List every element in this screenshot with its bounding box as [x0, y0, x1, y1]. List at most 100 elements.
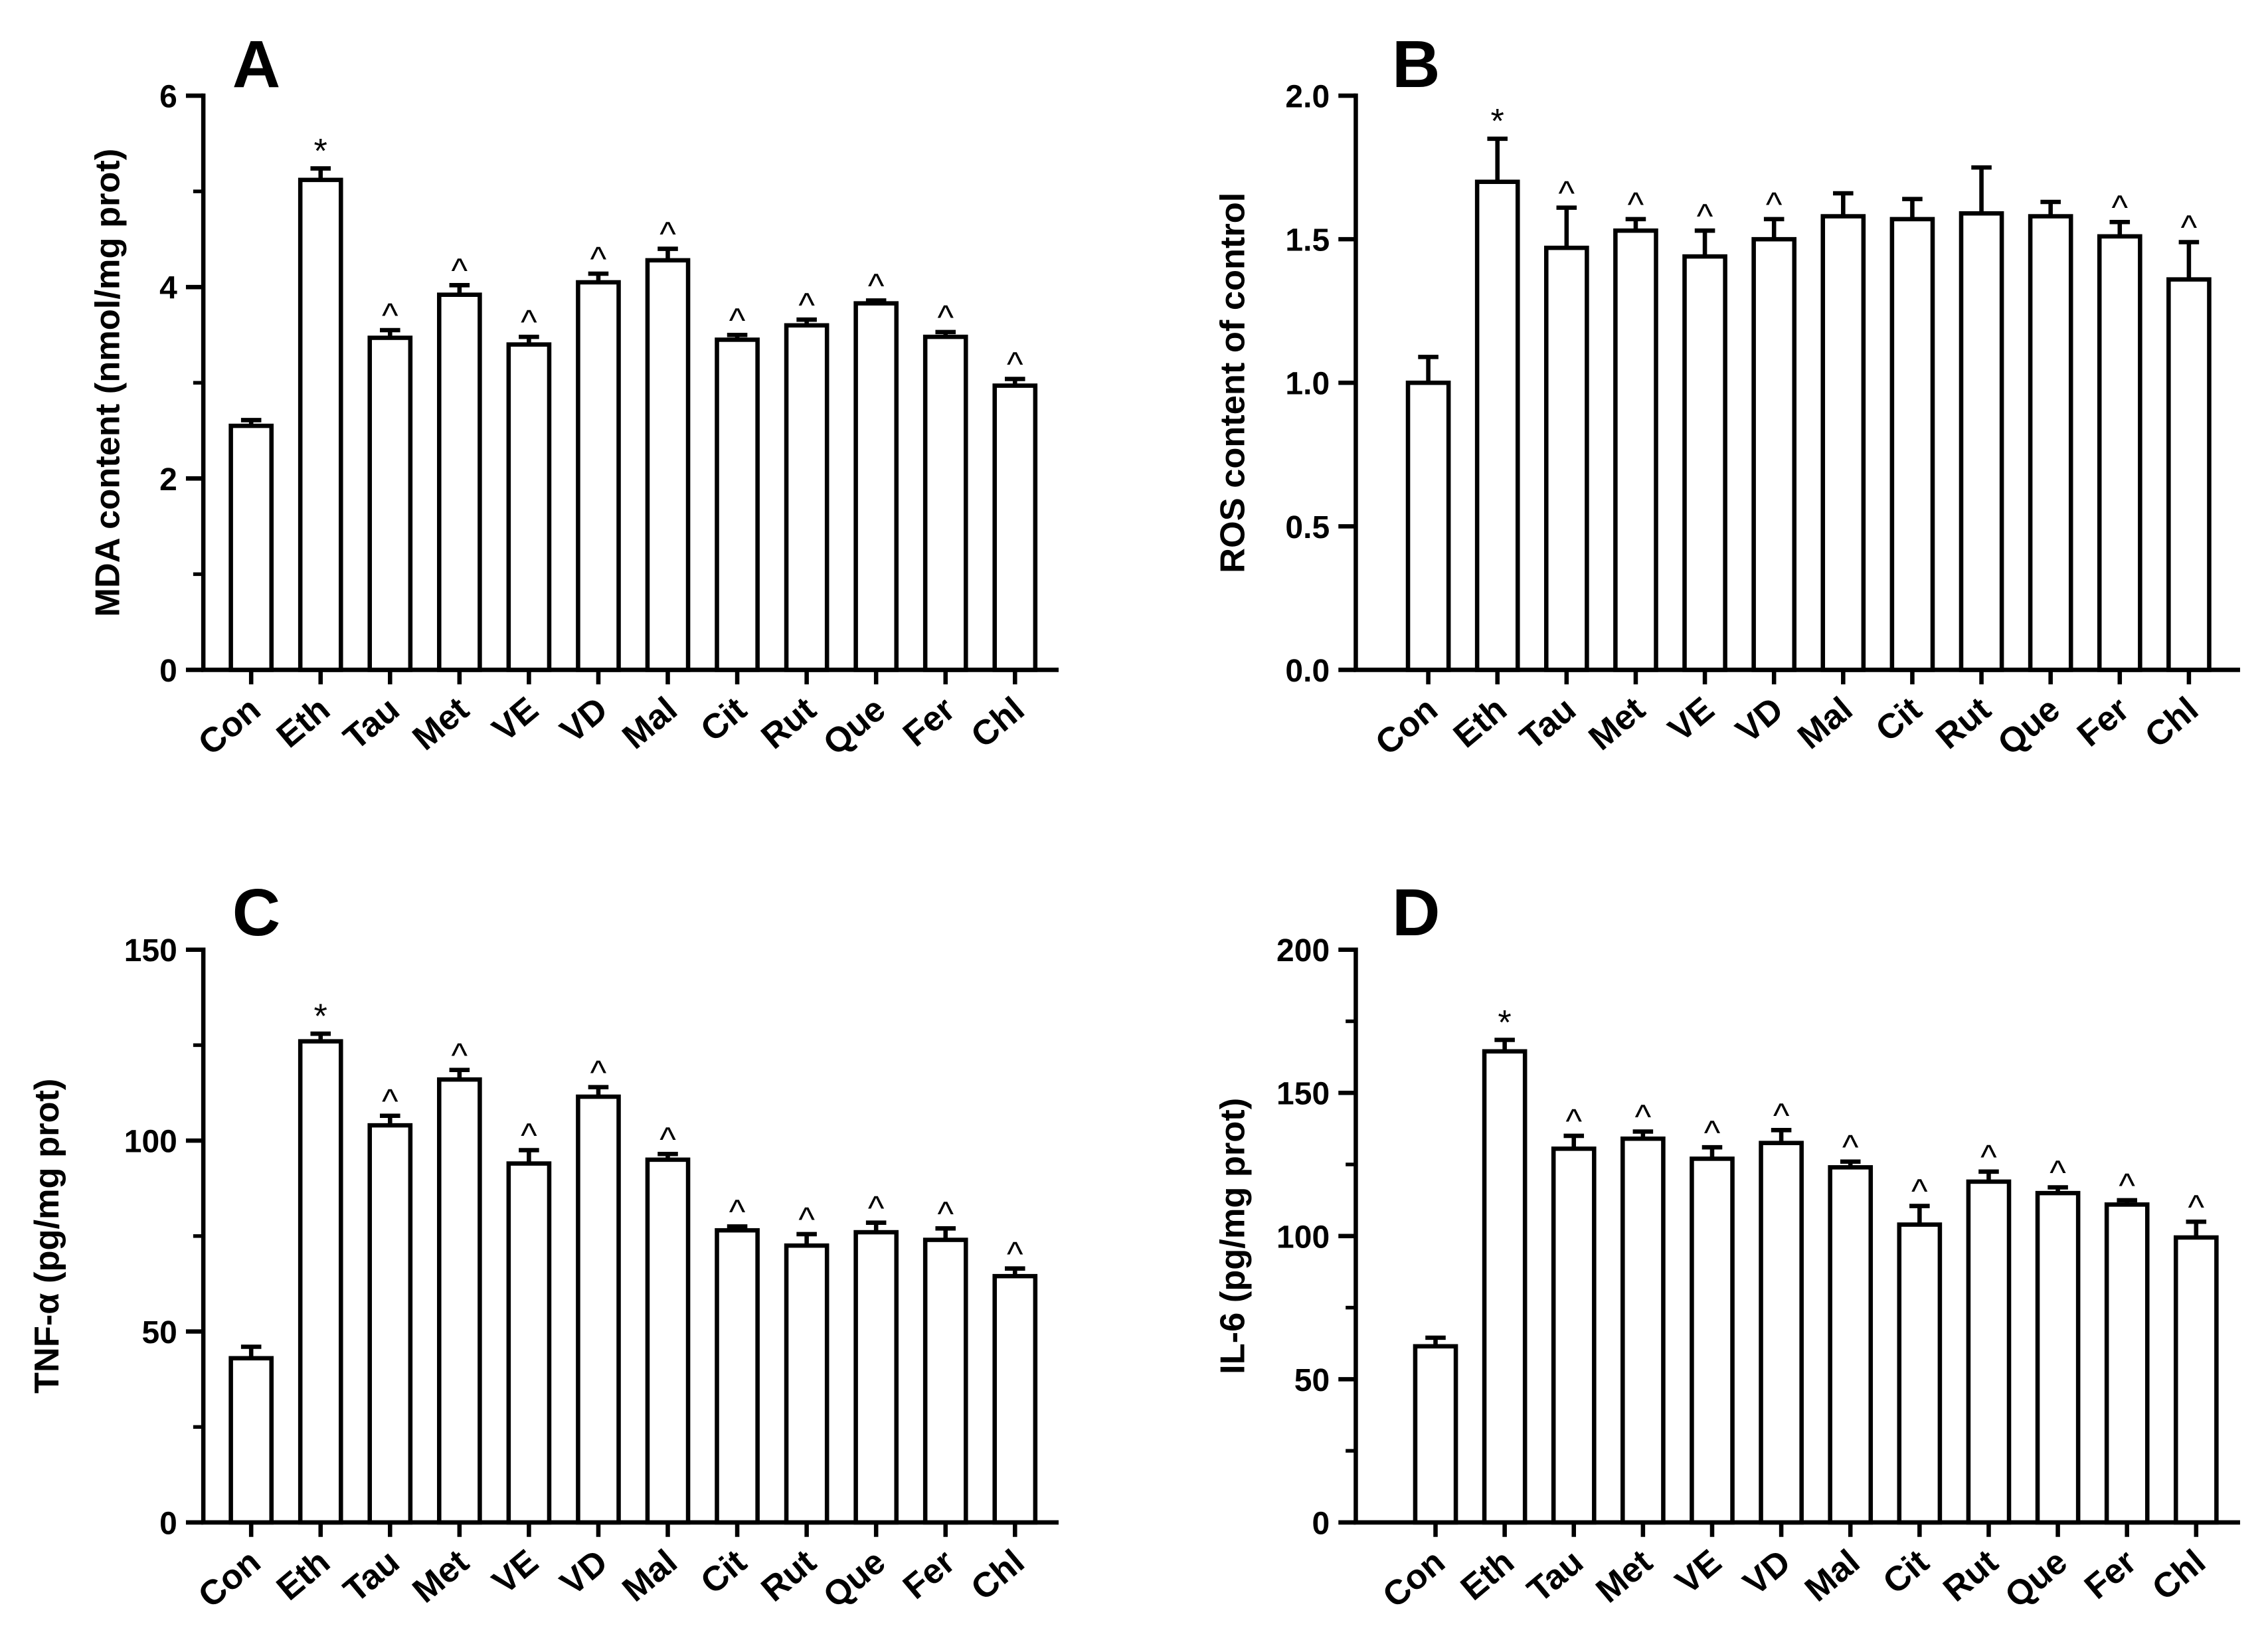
y-tick-label: 4 — [159, 271, 177, 306]
x-tick-label: Fer — [2077, 1542, 2144, 1607]
x-tick-label: Chl — [964, 1542, 1032, 1608]
significance-mark: ^ — [2111, 189, 2128, 227]
bar — [1413, 1344, 1458, 1525]
y-tick-label: 100 — [124, 1125, 177, 1160]
x-tick-label: Chl — [2138, 690, 2206, 756]
x-tick-label: Mal — [1790, 690, 1860, 757]
y-tick-label: 50 — [141, 1315, 177, 1350]
x-tick-label: Con — [191, 690, 268, 763]
bar — [2028, 214, 2073, 672]
significance-mark: ^ — [1766, 186, 1783, 225]
x-tick-label: VD — [1729, 690, 1790, 751]
significance-mark: ^ — [452, 1036, 468, 1075]
bar — [922, 334, 968, 672]
x-tick-label: Rut — [1937, 1542, 2006, 1609]
y-tick-label: 2.0 — [1285, 80, 1330, 115]
bar — [1897, 1222, 1943, 1525]
significance-mark: ^ — [1007, 345, 1023, 384]
x-tick-label: Que — [1998, 1542, 2074, 1615]
significance-mark: ^ — [729, 1193, 746, 1232]
bar — [1690, 1156, 1735, 1525]
y-axis-label: TNF-α (pg/mg prot) — [28, 1079, 66, 1394]
bar — [506, 342, 552, 672]
x-tick-label: VD — [1736, 1542, 1798, 1603]
bar — [1544, 245, 1589, 672]
significance-mark: ^ — [1635, 1098, 1652, 1137]
bar — [576, 280, 621, 672]
x-tick-label: Con — [1369, 690, 1445, 763]
bar — [853, 301, 899, 672]
significance-mark: ^ — [590, 240, 607, 279]
bar — [1613, 228, 1658, 672]
significance-mark: ^ — [868, 1189, 885, 1228]
x-tick-label: Mal — [1798, 1542, 1867, 1609]
x-tick-label: Rut — [754, 690, 824, 757]
x-tick-label: Tau — [1513, 690, 1583, 758]
bar — [2166, 277, 2212, 672]
significance-mark: ^ — [1559, 174, 1575, 213]
x-tick-label: Cit — [1876, 1542, 1937, 1602]
x-tick-label: Fer — [896, 1542, 962, 1607]
bar — [2173, 1235, 2219, 1525]
bar — [298, 177, 343, 672]
x-tick-label: VE — [485, 690, 546, 749]
y-tick-label: 200 — [1276, 933, 1330, 968]
significance-mark: ^ — [1704, 1114, 1721, 1152]
significance-mark: ^ — [659, 1121, 676, 1159]
bar — [1959, 211, 2004, 672]
y-tick-label: 2 — [159, 462, 177, 498]
bar — [1828, 1165, 1874, 1525]
bar — [2035, 1190, 2081, 1525]
y-axis-label: IL-6 (pg/mg prot) — [1213, 1098, 1252, 1374]
x-tick-label: Eth — [270, 690, 337, 756]
significance-mark: ^ — [659, 215, 676, 254]
bar — [367, 335, 413, 672]
x-tick-label: Tau — [337, 690, 407, 758]
bar — [1482, 1049, 1527, 1525]
bar — [367, 1123, 413, 1525]
bar — [645, 1157, 691, 1525]
significance-mark: ^ — [382, 297, 398, 335]
x-tick-label: Fer — [896, 690, 962, 755]
x-tick-label: Mal — [616, 1542, 685, 1609]
panel-label: D — [1392, 875, 1440, 950]
bar — [715, 337, 760, 672]
significance-mark: ^ — [729, 302, 746, 340]
significance-mark: ^ — [1980, 1138, 1997, 1176]
significance-mark: ^ — [2050, 1154, 2066, 1192]
y-tick-label: 0.5 — [1285, 510, 1330, 545]
panel-label: C — [232, 875, 280, 950]
bar — [1474, 179, 1520, 672]
x-tick-label: VD — [553, 1542, 615, 1603]
bar — [228, 423, 274, 672]
bar — [1405, 380, 1451, 672]
x-tick-label: Chl — [964, 690, 1032, 756]
significance-mark: ^ — [1911, 1172, 1928, 1211]
x-tick-label: VD — [553, 690, 615, 751]
bar — [298, 1039, 343, 1525]
x-tick-label: VE — [485, 1542, 546, 1602]
significance-mark: ^ — [1697, 197, 1713, 236]
x-tick-label: Que — [1991, 690, 2067, 763]
significance-mark: ^ — [1842, 1128, 1859, 1166]
y-tick-label: 1.0 — [1285, 367, 1330, 402]
significance-mark: ^ — [798, 1201, 815, 1239]
y-tick-label: 150 — [1276, 1077, 1330, 1112]
x-tick-label: VE — [1661, 690, 1721, 749]
y-tick-label: 0.0 — [1285, 654, 1330, 689]
bar — [437, 292, 482, 672]
x-tick-label: Con — [191, 1542, 268, 1615]
y-axis-label: ROS content of control — [1213, 193, 1252, 573]
bar — [2097, 234, 2142, 672]
x-tick-label: Fer — [2070, 690, 2137, 755]
x-tick-label: Met — [406, 1542, 476, 1610]
bar — [784, 323, 829, 672]
significance-mark: ^ — [798, 286, 815, 325]
significance-mark: ^ — [2119, 1167, 2135, 1206]
x-tick-label: Cit — [1869, 690, 1929, 749]
bar — [992, 1273, 1038, 1525]
y-tick-label: 100 — [1276, 1220, 1330, 1255]
y-tick-label: 50 — [1294, 1363, 1330, 1398]
